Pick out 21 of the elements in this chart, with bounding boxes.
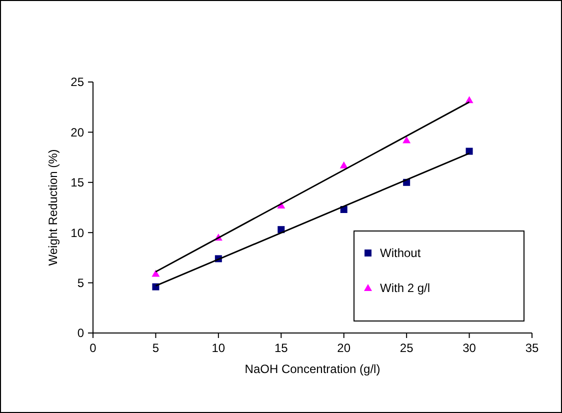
x-tick-label: 35	[525, 341, 539, 355]
y-tick-label: 15	[70, 176, 84, 190]
point	[152, 270, 160, 277]
legend-label: Without	[380, 246, 422, 260]
x-axis-title: NaOH Concentration (g/l)	[244, 362, 380, 376]
x-tick-label: 0	[90, 341, 97, 355]
y-tick-label: 5	[77, 276, 84, 290]
x-tick-label: 25	[400, 341, 414, 355]
x-tick-label: 30	[462, 341, 476, 355]
y-tick-label: 20	[70, 125, 84, 140]
point	[340, 161, 348, 168]
y-axis-title: Weight Reduction (%)	[46, 149, 60, 266]
y-tick-label: 0	[77, 326, 84, 340]
x-tick-label: 15	[274, 341, 288, 355]
x-tick-label: 10	[212, 341, 226, 355]
point	[402, 136, 411, 144]
x-tick-label: 20	[337, 341, 351, 355]
legend-label: With 2 g/l	[380, 281, 430, 296]
y-tick-label: 25	[70, 75, 84, 90]
x-tick-label: 5	[152, 341, 160, 355]
y-tick-label: 10	[70, 226, 84, 240]
